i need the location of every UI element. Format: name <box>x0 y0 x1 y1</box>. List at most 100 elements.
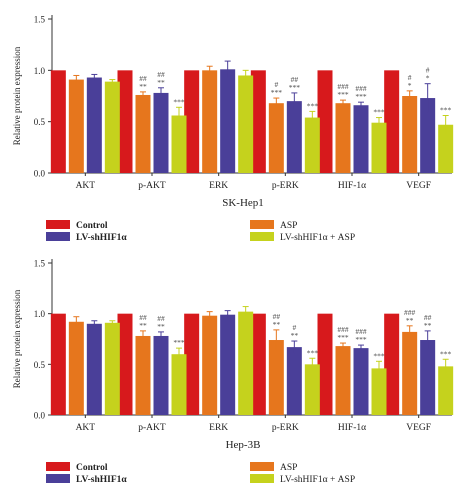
bar-asp-p-akt <box>135 335 151 415</box>
bar-asp-erk <box>202 70 218 173</box>
legend-label-lv-shhif1-asp: LV-shHIF1α + ASP <box>280 233 355 243</box>
significance-label: *** <box>373 108 385 117</box>
significance-label: ### <box>337 82 349 91</box>
bar-lv-shhif1-p-erk <box>286 101 302 173</box>
bar-control-erk <box>184 70 200 173</box>
significance-label: *** <box>289 83 301 92</box>
legend-swatch-asp <box>250 462 274 471</box>
bar-lv-shhif1-asp-akt <box>104 322 120 415</box>
bar-lv-shhif1-asp-p-erk <box>304 117 320 173</box>
bar-control-p-erk <box>250 313 266 415</box>
bar-control-erk <box>184 313 200 415</box>
significance-label: *** <box>440 349 452 358</box>
y-tick-label: 0.0 <box>34 169 46 179</box>
bar-lv-shhif1-asp-akt <box>104 81 120 173</box>
significance-label: ** <box>139 321 147 330</box>
bar-control-vegf <box>384 313 400 415</box>
y-tick-label: 1.5 <box>34 15 46 25</box>
significance-label: *** <box>373 351 385 360</box>
significance-label: *** <box>307 348 319 357</box>
x-tick-label-vegf: VEGF <box>406 181 431 191</box>
significance-label: ## <box>291 75 299 84</box>
significance-label: ** <box>424 321 432 330</box>
x-tick-label-p-akt: p-AKT <box>138 423 166 433</box>
bar-lv-shhif1-asp-hif-1 <box>371 368 387 415</box>
x-tick-label-akt: AKT <box>76 181 96 191</box>
bar-control-vegf <box>384 70 400 173</box>
bar-asp-erk <box>202 315 218 415</box>
bar-lv-shhif1-akt <box>86 77 102 173</box>
bar-lv-shhif1-p-erk <box>286 347 302 415</box>
significance-label: *** <box>307 101 319 110</box>
significance-label: ### <box>404 308 416 317</box>
bar-lv-shhif1-akt <box>86 323 102 415</box>
bar-control-p-akt <box>117 313 133 415</box>
significance-label: ### <box>355 84 367 93</box>
significance-label: # <box>408 73 412 82</box>
significance-label: ** <box>157 78 165 87</box>
y-axis-label: Relative protein expression <box>12 46 22 145</box>
bar-lv-shhif1-asp-erk <box>238 311 254 415</box>
significance-label: ## <box>157 314 165 323</box>
x-tick-label-p-erk: p-ERK <box>272 423 299 433</box>
legend-label-asp: ASP <box>280 463 297 473</box>
legend-label-asp: ASP <box>280 221 297 231</box>
significance-label: # <box>426 66 430 75</box>
significance-label: ## <box>273 312 281 321</box>
bar-asp-vegf <box>402 331 418 415</box>
x-tick-label-vegf: VEGF <box>406 423 431 433</box>
bar-lv-shhif1-asp-hif-1 <box>371 122 387 173</box>
bar-control-hif-1 <box>317 70 333 173</box>
significance-label: ### <box>355 327 367 336</box>
significance-label: ## <box>157 70 165 79</box>
bar-lv-shhif1-erk <box>220 69 236 173</box>
bar-asp-p-akt <box>135 94 151 173</box>
bar-lv-shhif1-asp-erk <box>238 75 254 173</box>
significance-label: # <box>292 323 296 332</box>
significance-label: # <box>274 80 278 89</box>
bar-asp-hif-1 <box>335 103 351 173</box>
significance-label: *** <box>355 335 367 344</box>
bar-control-hif-1 <box>317 313 333 415</box>
significance-label: ** <box>157 322 165 331</box>
bar-asp-hif-1 <box>335 346 351 415</box>
legend-swatch-lv-shhif1 <box>46 474 70 483</box>
bar-control-p-erk <box>250 70 266 173</box>
bar-lv-shhif1-asp-vegf <box>438 124 454 173</box>
significance-label: *** <box>271 88 283 97</box>
bar-lv-shhif1-asp-p-akt <box>171 115 187 173</box>
significance-label: *** <box>440 106 452 115</box>
bar-lv-shhif1-asp-vegf <box>438 366 454 415</box>
significance-label: ## <box>139 313 147 322</box>
bar-asp-vegf <box>402 96 418 173</box>
bar-control-akt <box>50 70 66 173</box>
bar-asp-p-erk <box>268 340 284 415</box>
y-tick-label: 1.0 <box>34 309 46 319</box>
legend-swatch-control <box>46 462 70 471</box>
legend-swatch-control <box>46 220 70 229</box>
legend-swatch-asp <box>250 220 274 229</box>
significance-label: ** <box>273 320 281 329</box>
legend-label-lv-shhif1-asp: LV-shHIF1α + ASP <box>280 475 355 485</box>
x-tick-label-erk: ERK <box>209 181 228 191</box>
significance-label: ** <box>406 316 414 325</box>
chart-title: SK-Hep1 <box>222 197 264 209</box>
legend-label-lv-shhif1: LV-shHIF1α <box>76 475 127 485</box>
chart-title: Hep-3B <box>226 439 261 451</box>
y-tick-label: 1.5 <box>34 259 46 269</box>
y-tick-label: 0.0 <box>34 411 46 421</box>
bar-control-p-akt <box>117 70 133 173</box>
significance-label: ## <box>424 313 432 322</box>
bar-asp-akt <box>68 321 84 415</box>
x-tick-label-hif-1: HIF-1α <box>338 181 366 191</box>
x-tick-label-erk: ERK <box>209 423 228 433</box>
bar-lv-shhif1-hif-1 <box>353 348 369 415</box>
bar-control-akt <box>50 313 66 415</box>
significance-label: *** <box>337 333 349 342</box>
legend-swatch-lv-shhif1-asp <box>250 232 274 241</box>
bar-lv-shhif1-vegf <box>420 340 436 415</box>
bar-lv-shhif1-vegf <box>420 98 436 173</box>
bar-asp-p-erk <box>268 103 284 173</box>
legend-label-control: Control <box>76 463 108 473</box>
